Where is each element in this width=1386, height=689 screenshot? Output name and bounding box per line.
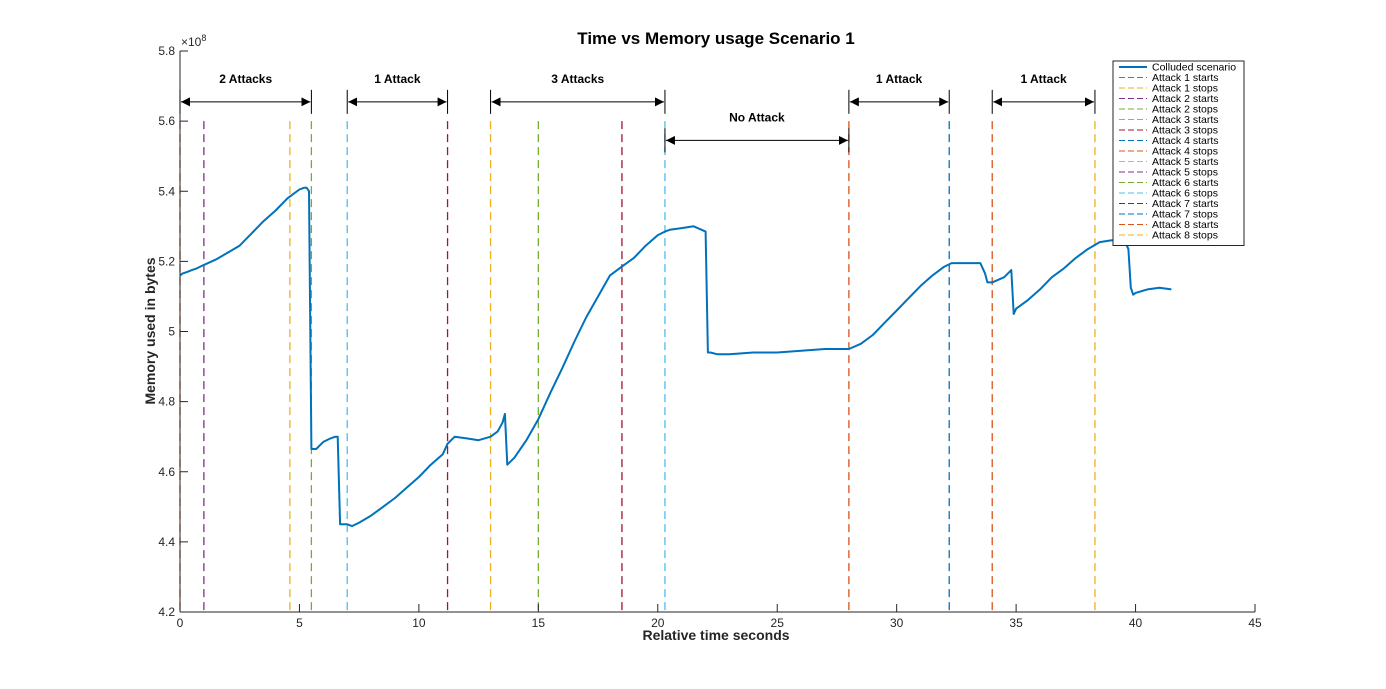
- legend-entry: Attack 8 stops: [1152, 230, 1218, 242]
- legend-entry: Attack 5 starts: [1152, 156, 1219, 168]
- x-tick-label: 30: [890, 616, 904, 630]
- legend-entry: Attack 7 starts: [1152, 198, 1219, 210]
- annotation-label: 2 Attacks: [219, 72, 272, 86]
- legend-entry: Attack 6 starts: [1152, 177, 1219, 189]
- y-tick-label: 4.4: [158, 535, 175, 549]
- y-tick-label: 5.4: [158, 184, 175, 198]
- x-tick-label: 20: [651, 616, 665, 630]
- y-tick-label: 5.8: [158, 44, 175, 58]
- x-tick-label: 40: [1129, 616, 1143, 630]
- legend-entry: Attack 1 starts: [1152, 72, 1219, 84]
- y-tick-label: 5.6: [158, 114, 175, 128]
- legend-entry: Attack 3 starts: [1152, 114, 1219, 126]
- x-tick-label: 0: [177, 616, 184, 630]
- annotation-label: 1 Attack: [1020, 72, 1067, 86]
- legend-entry: Attack 2 stops: [1152, 104, 1218, 116]
- x-tick-label: 15: [532, 616, 546, 630]
- annotation-label: 3 Attacks: [551, 72, 604, 86]
- series-line-1: [179, 186, 1172, 528]
- y-tick-label: 4.6: [158, 465, 175, 479]
- legend-box: [1112, 60, 1245, 246]
- x-tick-label: 5: [296, 616, 303, 630]
- legend-entry: Attack 3 stops: [1152, 125, 1218, 137]
- legend-entry: Attack 4 stops: [1152, 146, 1218, 158]
- y-tick-label: 5.2: [158, 254, 175, 268]
- legend-entry: Attack 2 starts: [1152, 93, 1219, 105]
- annotation-label: No Attack: [729, 110, 785, 124]
- legend-entry: Attack 4 starts: [1152, 135, 1219, 147]
- legend-entry: Attack 8 starts: [1152, 219, 1219, 231]
- plot-area: 0 5 10 15 20 25 30 35 40 45 4.2 4.4 4.6 4.8 5 5.2 5.4 5.6…: [158, 44, 1262, 630]
- y-axis-label: Memory used in bytes: [142, 257, 158, 404]
- x-tick-label: 25: [771, 616, 785, 630]
- x-tick-label: 45: [1248, 616, 1262, 630]
- y-tick-label: 5: [168, 325, 175, 339]
- y-tick-label: 4.8: [158, 395, 175, 409]
- legend-entry: Attack 7 stops: [1152, 209, 1218, 221]
- x-axis-label: Relative time seconds: [642, 627, 789, 643]
- y-exponent-label: ×108: [181, 33, 206, 49]
- x-tick-label: 10: [412, 616, 426, 630]
- legend-entry: Colluded scenario: [1152, 62, 1236, 74]
- chart-title: Time vs Memory usage Scenario 1: [577, 29, 854, 48]
- x-tick-label: 35: [1009, 616, 1023, 630]
- legend-entry: Attack 5 stops: [1152, 167, 1218, 179]
- annotation-label: 1 Attack: [876, 72, 923, 86]
- legend-entry: Attack 6 stops: [1152, 188, 1218, 200]
- legend-entry: Attack 1 stops: [1152, 83, 1218, 95]
- annotation-label: 1 Attack: [374, 72, 421, 86]
- y-tick-label: 4.2: [158, 605, 175, 619]
